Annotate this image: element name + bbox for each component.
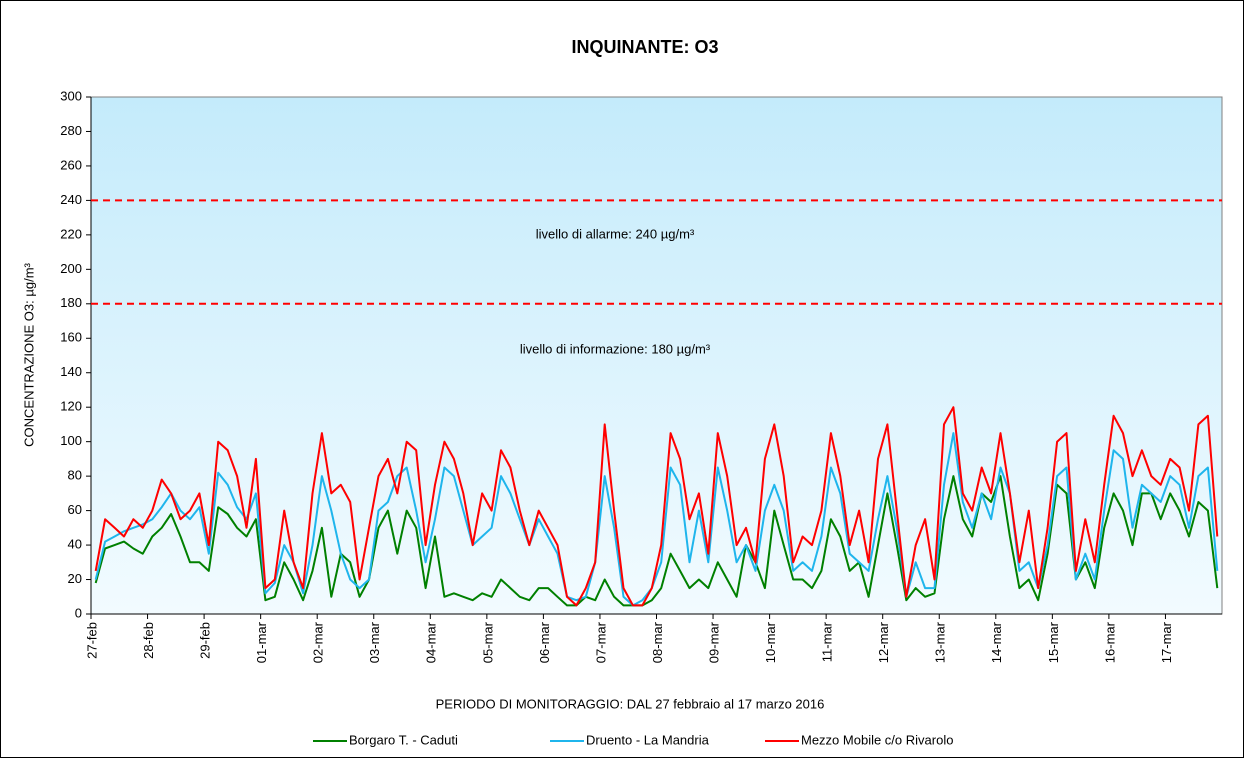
series-line (94, 406, 1219, 607)
x-tick-label: 09-mar (706, 621, 721, 663)
y-tick-label: 100 (60, 433, 82, 448)
x-tick-label: 05-mar (480, 621, 495, 663)
chart-title: INQUINANTE: O3 (571, 37, 718, 57)
y-tick-label: 280 (60, 123, 82, 138)
x-axis-label: PERIODO DI MONITORAGGIO: DAL 27 febbraio… (436, 696, 825, 711)
series-line (94, 475, 1219, 607)
legend-label: Druento - La Mandria (586, 732, 710, 747)
y-tick-label: 180 (60, 295, 82, 310)
threshold-label: livello di informazione: 180 µg/m³ (520, 341, 711, 356)
x-tick-label: 15-mar (1046, 621, 1061, 663)
y-tick-label: 40 (68, 537, 82, 552)
x-tick-label: 11-mar (820, 621, 835, 662)
y-tick-label: 160 (60, 330, 82, 345)
x-tick-label: 02-mar (311, 621, 326, 663)
y-axis-label: CONCENTRAZIONE O3: µg/m³ (21, 262, 36, 446)
legend-label: Borgaro T. - Caduti (349, 732, 458, 747)
y-tick-label: 240 (60, 192, 82, 207)
x-tick-label: 27-feb (84, 622, 99, 659)
y-tick-label: 20 (68, 571, 82, 586)
y-tick-label: 300 (60, 88, 82, 103)
y-tick-label: 260 (60, 157, 82, 172)
x-tick-label: 07-mar (593, 621, 608, 663)
y-tick-label: 140 (60, 364, 82, 379)
y-tick-label: 80 (68, 468, 82, 483)
y-tick-label: 200 (60, 261, 82, 276)
x-tick-label: 16-mar (1102, 621, 1117, 663)
y-tick-label: 120 (60, 399, 82, 414)
y-tick-label: 60 (68, 502, 82, 517)
legend-label: Mezzo Mobile c/o Rivarolo (801, 732, 953, 747)
x-tick-label: 13-mar (933, 621, 948, 663)
x-tick-label: 10-mar (763, 621, 778, 663)
x-tick-label: 01-mar (254, 621, 269, 663)
threshold-label: livello di allarme: 240 µg/m³ (536, 226, 695, 241)
x-tick-label: 04-mar (424, 621, 439, 663)
x-tick-label: 12-mar (876, 621, 891, 663)
x-tick-label: 17-mar (1159, 621, 1174, 663)
x-tick-label: 29-feb (198, 622, 213, 659)
x-tick-label: 14-mar (989, 621, 1004, 663)
plot-area (90, 96, 1223, 615)
y-tick-label: 220 (60, 226, 82, 241)
x-tick-label: 06-mar (537, 621, 552, 663)
x-tick-label: 03-mar (367, 621, 382, 663)
y-tick-label: 0 (75, 605, 82, 620)
series-line (94, 432, 1219, 607)
x-tick-label: 28-feb (141, 622, 156, 659)
x-tick-label: 08-mar (650, 621, 665, 663)
